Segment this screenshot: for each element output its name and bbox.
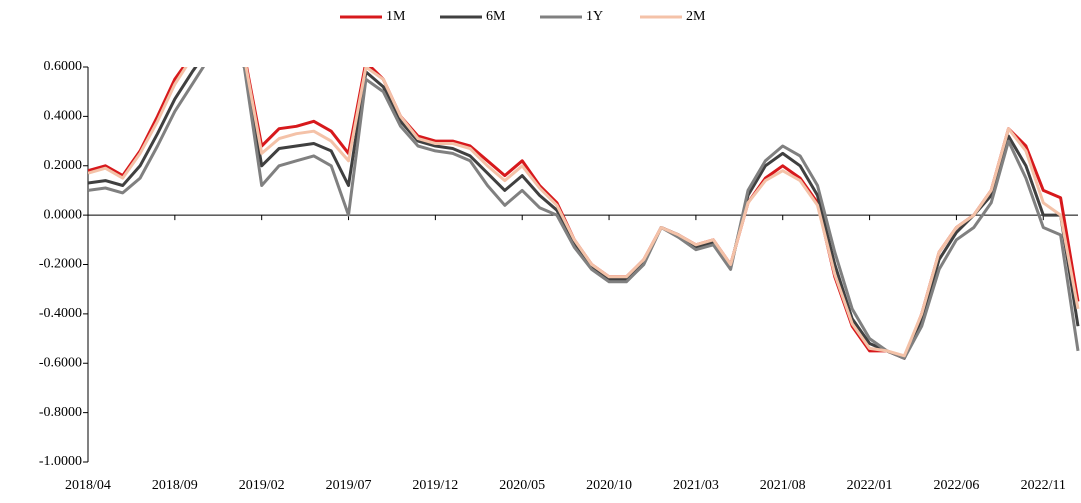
series-line xyxy=(88,67,1080,360)
x-tick-label: 2019/07 xyxy=(326,478,372,493)
x-tick-label: 2020/10 xyxy=(586,478,632,493)
x-tick-label: 2019/02 xyxy=(239,478,285,493)
legend-label: 2M xyxy=(686,9,706,24)
y-tick-label: 0.0000 xyxy=(44,207,83,222)
x-tick-label: 2022/11 xyxy=(1021,478,1066,493)
legend-label: 1Y xyxy=(586,9,603,24)
y-tick-label: -0.6000 xyxy=(39,355,82,370)
legend-label: 6M xyxy=(486,9,506,24)
legend-label: 1M xyxy=(386,9,406,24)
y-tick-label: -0.4000 xyxy=(39,306,82,321)
x-tick-label: 2018/09 xyxy=(152,478,198,493)
y-tick-label: -0.8000 xyxy=(39,405,82,420)
y-tick-label: 0.6000 xyxy=(44,59,83,74)
x-tick-label: 2022/06 xyxy=(933,478,979,493)
y-tick-label: -1.0000 xyxy=(39,454,82,469)
x-tick-label: 2018/04 xyxy=(65,478,111,493)
x-tick-label: 2020/05 xyxy=(499,478,545,493)
y-tick-label: 0.4000 xyxy=(44,109,83,124)
series-line xyxy=(88,67,1080,360)
y-tick-label: 0.2000 xyxy=(44,158,83,173)
x-tick-label: 2022/01 xyxy=(847,478,893,493)
series-line xyxy=(88,67,1080,358)
y-tick-label: -0.2000 xyxy=(39,257,82,272)
x-tick-label: 2021/03 xyxy=(673,478,719,493)
series-line xyxy=(88,67,1080,360)
x-tick-label: 2019/12 xyxy=(412,478,458,493)
plot-area xyxy=(88,67,1080,360)
x-tick-label: 2021/08 xyxy=(760,478,806,493)
